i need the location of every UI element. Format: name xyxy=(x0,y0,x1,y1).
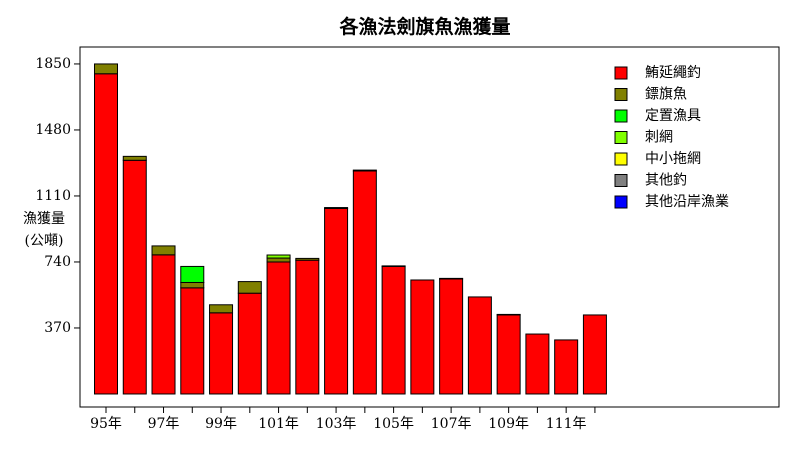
bar-segment xyxy=(266,261,291,395)
bar-segment xyxy=(496,314,521,395)
bar-segment xyxy=(122,159,147,395)
bar-segment xyxy=(439,277,464,280)
x-tick-label: 97年 xyxy=(148,416,180,432)
legend-swatch xyxy=(614,66,628,80)
x-tick-label: 111年 xyxy=(546,416,587,432)
legend-label: 鮪延繩釣 xyxy=(645,65,701,81)
bar-segment xyxy=(324,207,349,395)
legend-label: 其他釣 xyxy=(645,173,687,189)
bar-segment xyxy=(266,257,291,263)
bar-segment xyxy=(180,281,205,289)
y-tick-label: 1850 xyxy=(35,56,71,72)
bar-segment xyxy=(467,296,492,395)
legend-swatch xyxy=(614,131,628,144)
bar-segment xyxy=(209,304,234,314)
y-tick-label: 1110 xyxy=(35,188,71,204)
x-tick-label: 107年 xyxy=(431,416,472,432)
bar-segment xyxy=(180,265,205,283)
bar-segment xyxy=(180,287,205,395)
x-tick-label: 101年 xyxy=(258,416,299,432)
bar-segment xyxy=(324,207,349,209)
bar-segment xyxy=(266,254,291,259)
y-tick-label: 740 xyxy=(44,254,71,270)
plot-frame xyxy=(79,46,780,408)
legend-swatch xyxy=(614,109,628,123)
bar-segment xyxy=(410,279,435,395)
legend-label: 定置漁具 xyxy=(645,108,701,124)
bar-segment xyxy=(151,245,176,256)
legend-swatch xyxy=(614,88,628,101)
x-tick-label: 109年 xyxy=(488,416,529,432)
bar-segment xyxy=(352,169,377,172)
bar-segment xyxy=(295,259,320,395)
bar-segment xyxy=(237,292,262,395)
bar-segment xyxy=(381,265,406,267)
bar-segment xyxy=(381,265,406,395)
y-axis-label: 漁獲量 xyxy=(23,211,65,227)
legend-swatch xyxy=(614,152,628,166)
legend-swatch xyxy=(614,174,628,187)
bar-segment xyxy=(151,254,176,395)
x-tick-label: 103年 xyxy=(316,416,357,432)
bar-segment xyxy=(94,73,118,395)
y-axis-label: (公噸) xyxy=(25,233,64,249)
bar-segment xyxy=(582,314,607,395)
bar-segment xyxy=(209,312,234,395)
bar-segment xyxy=(554,339,579,395)
bar-segment xyxy=(94,63,118,75)
legend-label: 中小拖網 xyxy=(645,151,701,167)
y-tick-label: 1480 xyxy=(35,122,71,138)
bar-segment xyxy=(122,155,147,161)
bar-segment xyxy=(525,333,550,395)
legend-label: 其他沿岸漁業 xyxy=(645,194,729,210)
legend-swatch xyxy=(614,195,628,209)
bar-segment xyxy=(496,313,521,316)
y-tick-label: 370 xyxy=(44,320,71,336)
x-tick-label: 105年 xyxy=(373,416,414,432)
legend-label: 鏢旗魚 xyxy=(645,87,687,103)
bar-segment xyxy=(352,170,377,395)
x-tick-label: 95年 xyxy=(90,416,122,432)
chart-title: 各漁法劍旗魚漁獲量 xyxy=(338,15,510,38)
bar-segment xyxy=(237,281,262,294)
bar-segment xyxy=(295,257,320,261)
legend-label: 刺網 xyxy=(645,130,673,146)
x-tick-label: 99年 xyxy=(205,416,237,432)
bar-segment xyxy=(439,278,464,395)
